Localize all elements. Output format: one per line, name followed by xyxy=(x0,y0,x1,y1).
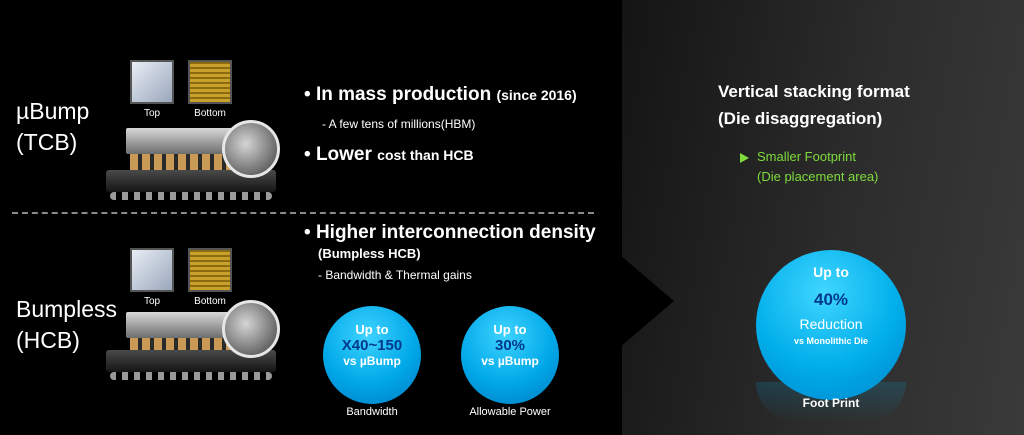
title-line2: (Die disaggregation) xyxy=(718,109,883,128)
substrate-layer-2 xyxy=(106,350,276,372)
bumpless-hcb-subtext: (Bumpless HCB) xyxy=(318,246,421,261)
substrate-layer xyxy=(106,170,276,192)
right-arrow-icon xyxy=(620,255,674,347)
ubump-zoom-image xyxy=(222,120,280,178)
top-chip-image xyxy=(130,60,174,104)
bumpless-label: Bumpless (HCB) xyxy=(16,294,117,356)
bottom-chip-image-2 xyxy=(188,248,232,292)
power-value: 30% xyxy=(494,337,526,354)
solder-balls-2 xyxy=(110,372,272,380)
ubump-label-line2: (TCB) xyxy=(16,129,78,155)
footprint-up-to: Up to xyxy=(813,264,849,280)
bullet-lower-cost-text: Lower xyxy=(315,144,372,165)
allowable-power-caption: Allowable Power xyxy=(469,406,551,418)
bump-layer xyxy=(130,154,240,170)
footprint-caption: Foot Print xyxy=(802,396,860,410)
bullet-lower-cost-rest: cost than HCB xyxy=(377,147,474,163)
top-chip-caption-2: Top xyxy=(143,296,161,307)
bottom-chip-image xyxy=(188,60,232,104)
bandwidth-thermal-subtext: - Bandwidth & Thermal gains xyxy=(318,268,472,282)
power-vs: vs µBump xyxy=(481,354,539,368)
allowable-power-circle: Up to 30% vs µBump xyxy=(461,306,559,404)
bumpless-label-line2: (HCB) xyxy=(16,327,80,353)
triangle-bullet-icon xyxy=(740,152,749,163)
ubump-label: µBump (TCB) xyxy=(16,96,89,158)
bumpless-zoom-image xyxy=(222,300,280,358)
smaller-footprint-bullet: Smaller Footprint (Die placement area) xyxy=(740,147,878,187)
bond-layer xyxy=(130,338,240,350)
bandwidth-value: X40~150 xyxy=(341,337,403,354)
bullet-mass-production-year: (since 2016) xyxy=(496,87,577,103)
top-chip-caption: Top xyxy=(143,108,161,119)
power-up-to: Up to xyxy=(493,322,527,337)
top-chip-image-2 xyxy=(130,248,174,292)
title-line1: Vertical stacking format xyxy=(718,82,910,101)
bottom-chip-caption-2: Bottom xyxy=(194,296,226,307)
bullet-mass-production-text: In mass production xyxy=(315,84,492,105)
bullet-mass-production: • In mass production (since 2016) xyxy=(304,84,577,105)
bumpless-label-line1: Bumpless xyxy=(16,296,117,322)
footprint-value: 40% xyxy=(813,290,849,309)
ubump-label-line1: µBump xyxy=(16,98,90,124)
row-divider xyxy=(12,212,594,214)
die-placement-text: (Die placement area) xyxy=(757,169,879,184)
bottom-chip-caption: Bottom xyxy=(194,108,226,119)
bullet-lower-cost: • Lower cost than HCB xyxy=(304,144,474,165)
footprint-circle: Up to 40% Reduction vs Monolithic Die xyxy=(756,250,906,400)
circle-reflection xyxy=(756,382,906,422)
bandwidth-up-to: Up to xyxy=(355,322,389,337)
bullet-higher-density: • Higher interconnection density xyxy=(304,222,596,243)
bandwidth-caption: Bandwidth xyxy=(346,406,398,418)
footprint-vs: vs Monolithic Die xyxy=(793,336,868,346)
bullet-higher-density-text: Higher interconnection density xyxy=(315,222,596,243)
hbm-subtext: - A few tens of millions(HBM) xyxy=(322,117,476,131)
footprint-reduction: Reduction xyxy=(799,316,863,332)
arrow-shaft xyxy=(600,282,622,320)
bandwidth-vs: vs µBump xyxy=(343,354,401,368)
bandwidth-circle: Up to X40~150 vs µBump xyxy=(323,306,421,404)
vertical-stacking-title: Vertical stacking format (Die disaggrega… xyxy=(718,78,910,132)
solder-balls xyxy=(110,192,272,200)
smaller-footprint-text: Smaller Footprint xyxy=(757,149,856,164)
